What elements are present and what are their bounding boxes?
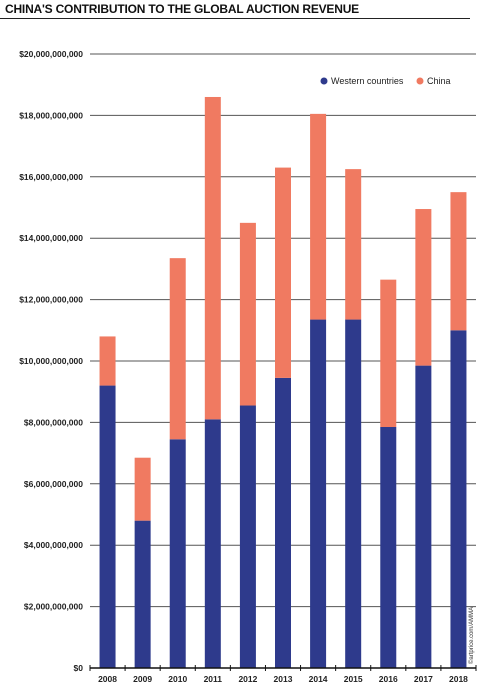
bar-china-2016 [380, 279, 397, 428]
legend: Western countries China [320, 76, 451, 86]
y-tick-label: $10,000,000,000 [19, 356, 83, 366]
bar-china-2010 [169, 258, 186, 440]
title-rule [0, 18, 470, 19]
legend-swatch [320, 77, 328, 85]
bar-china-2012 [239, 222, 256, 406]
y-tick-label: $6,000,000,000 [24, 479, 83, 489]
bar-western-countries-2009 [134, 520, 151, 668]
bar-western-countries-2008 [99, 385, 116, 668]
bars [99, 96, 467, 668]
x-axis [89, 665, 477, 671]
x-tick-label: 2017 [414, 674, 433, 684]
x-tick-label: 2018 [449, 674, 468, 684]
y-tick-label: $20,000,000,000 [19, 49, 83, 59]
x-tick-label: 2016 [379, 674, 398, 684]
bar-western-countries-2012 [239, 405, 256, 668]
bar-china-2009 [134, 457, 151, 521]
x-tick-label: 2011 [204, 674, 223, 684]
y-tick-label: $18,000,000,000 [19, 110, 83, 120]
bar-china-2015 [345, 169, 362, 320]
y-tick-label: $0 [74, 663, 84, 673]
y-tick-label: $12,000,000,000 [19, 295, 83, 305]
x-tick-label: 2012 [238, 674, 257, 684]
x-tick-label: 2010 [168, 674, 187, 684]
x-tick-label: 2008 [98, 674, 117, 684]
bar-western-countries-2010 [169, 439, 186, 668]
bar-western-countries-2013 [275, 377, 291, 668]
y-tick-label: $4,000,000,000 [24, 540, 83, 550]
x-tick-label: 2014 [309, 674, 328, 684]
y-tick-label: $2,000,000,000 [24, 602, 83, 612]
bar-china-2013 [275, 167, 291, 378]
bar-western-countries-2014 [310, 319, 327, 668]
bar-china-2014 [310, 113, 327, 320]
y-axis-tick-labels: $0 $2,000,000,000 $4,000,000,000 $6,000,000… [19, 49, 83, 673]
legend-label: China [427, 76, 451, 86]
bar-china-2017 [415, 209, 432, 366]
bar-china-2018 [450, 192, 467, 331]
x-tick-label: 2015 [344, 674, 363, 684]
bar-western-countries-2017 [415, 365, 432, 668]
x-tick-label: 2009 [133, 674, 152, 684]
bar-western-countries-2015 [345, 319, 362, 668]
legend-swatch [416, 77, 424, 85]
bar-western-countries-2016 [380, 427, 397, 668]
x-tick-label: 2013 [274, 674, 293, 684]
bar-western-countries-2011 [204, 419, 221, 668]
chart-title: CHINA'S CONTRIBUTION TO THE GLOBAL AUCTI… [5, 2, 359, 16]
legend-label: Western countries [331, 76, 404, 86]
bar-western-countries-2018 [450, 330, 467, 668]
y-tick-label: $14,000,000,000 [19, 233, 83, 243]
y-tick-label: $8,000,000,000 [24, 417, 83, 427]
source-credit: ©artprice.com/AMMA [468, 607, 475, 664]
bar-china-2011 [204, 96, 221, 420]
x-axis-tick-labels: 2008 2009 2010 2011 2012 2013 2014 2015 2016 2017… [98, 674, 468, 684]
y-tick-label: $16,000,000,000 [19, 172, 83, 182]
bar-china-2008 [99, 336, 116, 386]
